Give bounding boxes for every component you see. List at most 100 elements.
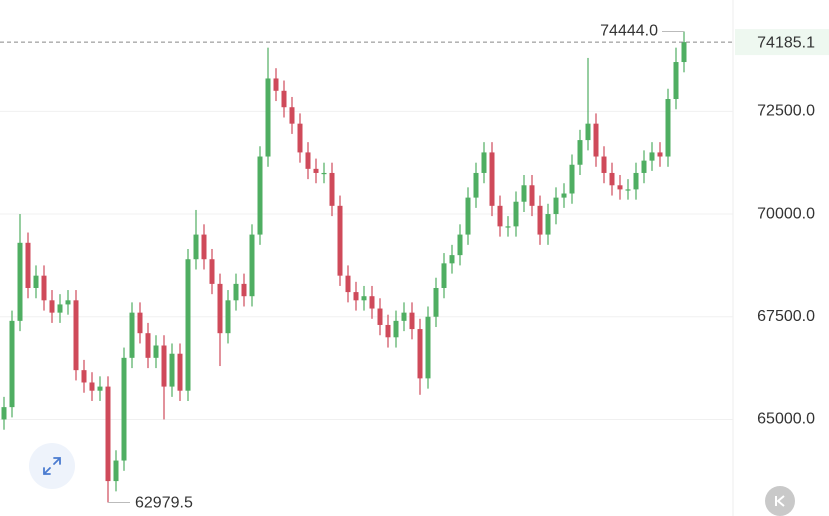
candle-body [569,164,575,194]
candle-body [601,156,607,173]
candle-body [385,324,391,338]
candle-body [337,205,343,276]
price-axis-bg [733,0,829,516]
candle-body [33,275,39,288]
candle-body [153,345,159,358]
candle-body [361,296,367,301]
candle-body [89,382,95,391]
candle-body [593,123,599,157]
y-tick-label: 72500.0 [757,103,815,120]
candle-body [401,312,407,321]
candle-body [257,156,263,235]
candle-body [73,300,79,371]
candle-body [17,242,23,321]
candle-body [545,214,551,235]
candle-body [657,152,663,157]
candle-body [249,234,255,297]
candle-body [57,304,63,313]
candle-body [297,123,303,153]
candle-body [465,197,471,235]
candle-body [393,320,399,338]
candle-body [473,172,479,198]
candle-body [521,185,527,202]
y-tick-label: 70000.0 [757,205,815,222]
candle-body [417,329,423,379]
candle-body [113,460,119,482]
candle-body [121,357,127,461]
candle-body [169,353,175,387]
min-label: 62979.5 [135,495,193,512]
expand-button[interactable] [29,443,75,489]
candle-body [41,275,47,301]
candle-body [617,185,623,190]
last-price-tag [735,29,829,56]
candle-body [585,123,591,141]
candle-body [537,205,543,235]
candle-body [25,242,31,288]
candle-body [425,316,431,379]
candle-body [329,172,335,206]
candle-body [241,283,247,297]
candle-body [225,300,231,334]
candle-body [489,152,495,206]
candle-body [553,197,559,215]
candle-body [649,152,655,161]
candle-body [177,353,183,391]
candle-body [321,172,327,175]
candle-body [201,234,207,260]
candle-body [65,300,71,305]
candle-body [137,312,143,334]
candle-body [513,201,519,227]
candle-body [441,263,447,288]
candle-body [129,312,135,358]
candle-body [665,99,671,157]
candle-body [633,172,639,190]
candle-body [305,152,311,169]
candle-body [529,185,535,206]
candle-body [193,234,199,260]
candle-body [49,300,55,313]
candle-body [577,140,583,165]
candle-body [105,386,111,482]
latest-icon [775,495,785,507]
candle-body [1,407,7,420]
candle-body [561,193,567,198]
candle-body [673,62,679,100]
candle-body [497,205,503,227]
candle-body [233,283,239,301]
max-label: 74444.0 [600,23,658,40]
candle-body [505,226,511,228]
candle-body [9,320,15,408]
candle-body [185,259,191,391]
last-price-label: 74185.1 [757,34,815,51]
candle-body [209,259,215,284]
candle-body [481,152,487,173]
candle-body [289,107,295,124]
candle-body [641,160,647,173]
candle-body [145,333,151,358]
candle-body [265,78,271,157]
y-tick-label: 67500.0 [757,308,815,325]
expand-icon [43,457,61,475]
candle-body [97,386,103,391]
candle-body [369,296,375,309]
candle-body [457,234,463,256]
candle-body [81,370,87,383]
candle-body [313,168,319,173]
candle-body [377,308,383,325]
candle-body [281,90,287,108]
y-tick-label: 65000.0 [757,411,815,428]
candle-body [273,78,279,91]
candle-body [433,287,439,317]
candle-body [345,275,351,293]
candle-body [681,42,687,63]
candle-body [161,345,167,387]
candle-body [449,255,455,264]
candle-body [609,172,615,186]
candle-body [625,189,631,191]
candle-body [217,283,223,334]
candle-body [409,312,415,330]
scroll-latest-button[interactable] [765,486,795,516]
